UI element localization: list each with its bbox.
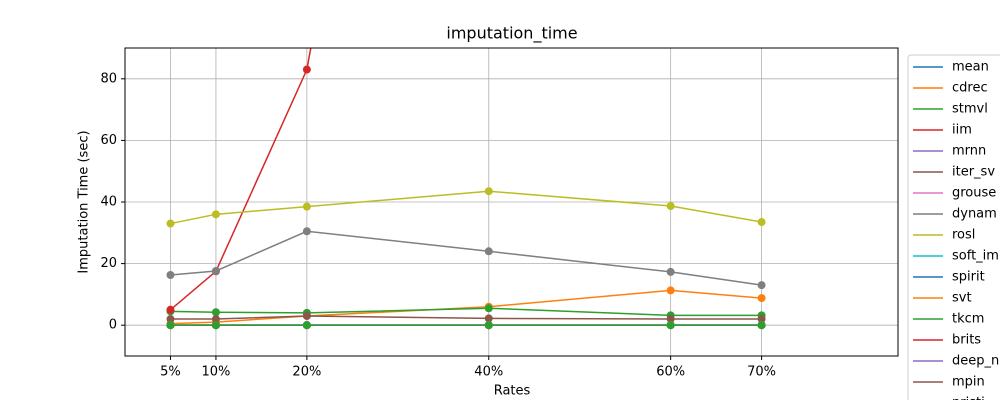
point [484, 304, 493, 313]
legend-label: mrnn [952, 144, 986, 159]
point [666, 315, 675, 324]
point [166, 315, 175, 324]
point [302, 65, 311, 74]
point [757, 281, 766, 290]
point [666, 202, 675, 211]
point [484, 187, 493, 196]
plot-area [166, 48, 766, 330]
series-line [170, 190, 762, 225]
y-tick-label: 40 [100, 195, 117, 210]
axes: 0 20 40 60 80 5% 10% 20% 40% 60% 70% [100, 71, 776, 379]
point [302, 202, 311, 211]
legend-label: iim [952, 123, 972, 138]
series-line [170, 315, 762, 320]
point [484, 247, 493, 256]
legend-label: mpin [952, 375, 985, 390]
y-tick-label: 60 [100, 133, 117, 148]
series-line [169, 48, 312, 311]
legend-label: cdrec [952, 81, 988, 96]
point [302, 321, 311, 330]
point [211, 266, 220, 275]
point [666, 321, 675, 330]
point [302, 227, 311, 236]
point [302, 311, 311, 320]
legend-label: iter_sv [952, 165, 995, 180]
y-tick-label: 0 [109, 318, 117, 333]
legend-label: mean [952, 60, 989, 75]
legend-label: pristi [952, 396, 985, 400]
legend-label: soft_im [952, 249, 999, 264]
point [757, 321, 766, 330]
y-axis-label: Imputation Time (sec) [77, 130, 92, 273]
point [166, 219, 175, 228]
x-tick-label: 5% [160, 365, 181, 380]
point [666, 267, 675, 276]
point [211, 321, 220, 330]
legend-label: rosl [952, 228, 975, 243]
chart-title: imputation_time [446, 24, 577, 44]
legend-label: tkcm [952, 312, 984, 327]
point [757, 294, 766, 303]
legend-label: dynam [952, 207, 997, 222]
series-line [170, 289, 762, 325]
point [166, 305, 175, 314]
legend-label: deep_n [952, 354, 999, 369]
legend-label: stmvl [952, 102, 988, 117]
legend-label: spirit [952, 270, 985, 285]
point [666, 286, 675, 295]
series-line [170, 307, 762, 317]
point [166, 270, 175, 279]
point [484, 321, 493, 330]
point [166, 321, 175, 330]
legend-label: brits [952, 333, 981, 348]
x-tick-label: 60% [656, 365, 685, 380]
legend-box [907, 54, 1000, 400]
legend-label: grouse [952, 186, 996, 201]
series-line [170, 230, 762, 286]
point [211, 308, 220, 317]
y-tick-label: 80 [100, 71, 117, 86]
x-tick-label: 40% [474, 365, 503, 380]
y-tick-label: 20 [100, 256, 117, 271]
x-tick-label: 10% [201, 365, 230, 380]
point [757, 315, 766, 324]
point [211, 315, 220, 324]
x-tick-label: 20% [292, 365, 321, 380]
point [211, 210, 220, 219]
x-axis-label: Rates [494, 384, 531, 399]
point [484, 314, 493, 323]
grid [125, 48, 898, 356]
point [757, 218, 766, 227]
x-tick-label: 70% [747, 365, 776, 380]
legend-label: svt [952, 291, 972, 306]
